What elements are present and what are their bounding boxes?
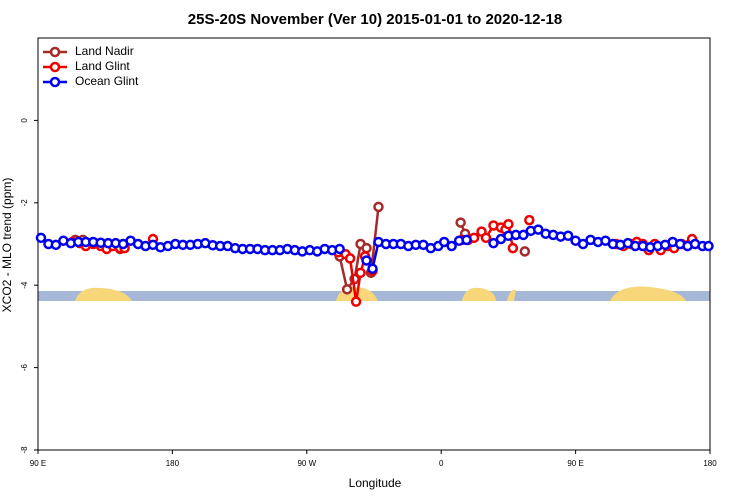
legend-marker xyxy=(49,46,61,58)
point-marker xyxy=(461,234,472,246)
point-marker xyxy=(455,217,466,228)
point-marker xyxy=(438,236,450,248)
point-marker xyxy=(344,253,356,264)
point-marker xyxy=(373,201,384,213)
x-tick-label: 180 xyxy=(703,459,717,468)
legend-marker xyxy=(49,76,61,88)
legend-label: Land Nadir xyxy=(75,44,134,58)
point-marker xyxy=(519,246,531,257)
land xyxy=(610,286,686,301)
y-tick-label: 0 xyxy=(20,118,29,123)
point-marker xyxy=(533,224,544,235)
legend-marker xyxy=(49,61,61,73)
y-tick-label: -4 xyxy=(20,281,29,289)
point-marker xyxy=(524,214,535,226)
point-marker xyxy=(507,242,519,254)
legend-label: Land Glint xyxy=(75,59,130,73)
point-marker xyxy=(480,232,492,244)
point-marker xyxy=(50,239,62,251)
map-strip xyxy=(38,286,710,301)
point-marker xyxy=(703,240,714,252)
point-marker xyxy=(446,240,457,252)
y-axis-label: XCO2 - MLO trend (ppm) xyxy=(0,178,14,313)
point-marker xyxy=(367,263,378,274)
point-marker xyxy=(518,229,529,241)
y-tick-label: -2 xyxy=(20,199,29,207)
x-tick-label: 90 E xyxy=(30,459,46,468)
point-marker xyxy=(355,267,366,279)
point-marker xyxy=(562,230,574,242)
point-marker xyxy=(361,255,372,266)
point-marker xyxy=(488,237,499,249)
x-tick-label: 90 E xyxy=(567,459,583,468)
point-marker xyxy=(341,284,353,295)
point-marker xyxy=(577,238,589,250)
x-tick-label: 90 W xyxy=(297,459,316,468)
point-marker xyxy=(350,296,362,307)
land xyxy=(507,289,516,301)
x-axis-label: Longitude xyxy=(349,476,402,490)
point-marker xyxy=(361,242,372,254)
land xyxy=(462,287,496,301)
x-tick-label: 180 xyxy=(166,459,180,468)
point-marker xyxy=(334,243,345,255)
point-marker xyxy=(503,218,514,230)
x-tick-label: 0 xyxy=(439,459,444,468)
y-tick-label: -8 xyxy=(20,446,29,454)
legend-label: Ocean Glint xyxy=(75,74,139,88)
land xyxy=(75,287,132,301)
y-tick-label: -6 xyxy=(20,363,29,371)
point-marker xyxy=(35,232,47,244)
chart-title: 25S-20S November (Ver 10) 2015-01-01 to … xyxy=(188,11,562,28)
